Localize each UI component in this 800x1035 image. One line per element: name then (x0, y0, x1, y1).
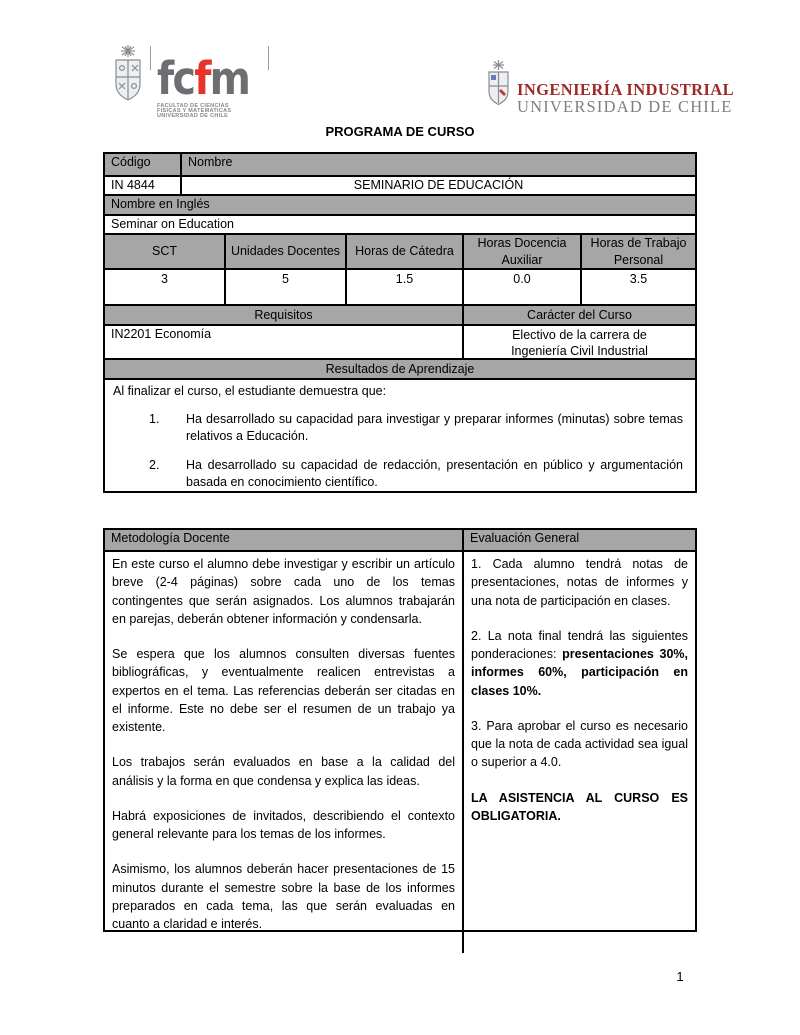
nombre-ingles-value: Seminar on Education (111, 217, 234, 231)
resultados-aprendizaje-header: Resultados de Aprendizaje (105, 360, 695, 378)
list-item-number: 1. (149, 411, 160, 426)
university-shield-icon (112, 44, 144, 119)
paragraph: Se espera que los alumnos consulten dive… (112, 647, 455, 734)
fcfm-wordmark: fcfm (157, 52, 251, 105)
codigo-value: IN 4844 (111, 178, 155, 192)
page-number: 1 (676, 969, 684, 984)
horas-catedra-value: 1.5 (345, 270, 462, 304)
caracter-curso-header: Carácter del Curso (462, 306, 695, 324)
page-title: PROGRAMA DE CURSO (325, 124, 475, 139)
caracter-line2: Ingeniería Civil Industrial (511, 344, 648, 358)
horas-trabajo-personal-header: Horas de Trabajo Personal (580, 235, 695, 268)
list-item-text: Ha desarrollado su capacidad para invest… (186, 411, 683, 443)
nombre-header: Nombre (180, 154, 695, 175)
list-item-text: Ha desarrollado su capacidad de redacció… (186, 457, 683, 489)
fcfm-logo: fcfm FACULTAD DE CIENCIAS FISICAS Y MATE… (112, 44, 269, 119)
codigo-header: Código (105, 154, 180, 175)
paragraph: Asimismo, los alumnos deberán hacer pres… (112, 862, 455, 931)
methodology-evaluation-table: Metodología Docente Evaluación General E… (103, 528, 697, 954)
course-info-table: Código Nombre IN 4844 SEMINARIO DE EDUCA… (103, 152, 697, 493)
horas-docencia-auxiliar-value: 0.0 (462, 270, 580, 304)
horas-docencia-auxiliar-header: Horas Docencia Auxiliar (462, 235, 580, 268)
nombre-ingles-header: Nombre en Inglés (105, 196, 695, 214)
fcfm-tagline: FACULTAD DE CIENCIAS FISICAS Y MATEMATIC… (157, 103, 232, 119)
sct-value: 3 (161, 272, 168, 286)
evaluacion-general-body: 1. Cada alumno tendrá notas de presentac… (462, 552, 695, 954)
paragraph: 1. Cada alumno tendrá notas de presentac… (471, 557, 688, 608)
requisitos-header: Requisitos (105, 306, 462, 324)
sct-header: SCT (105, 235, 224, 268)
university-shield-icon (486, 60, 511, 115)
unidades-docentes-header: Unidades Docentes (224, 235, 345, 268)
resultados-intro: Al finalizar el curso, el estudiante dem… (113, 384, 387, 398)
evaluacion-general-header: Evaluación General (462, 530, 695, 550)
paragraph: Habrá exposiciones de invitados, describ… (112, 808, 455, 841)
caracter-curso-value: Electivo de la carrera de Ingeniería Civ… (462, 326, 695, 358)
resultados-aprendizaje-body: Al finalizar el curso, el estudiante dem… (105, 378, 695, 505)
list-item-number: 2. (149, 457, 160, 472)
paragraph: Los trabajos serán evaluados en base a l… (112, 755, 455, 788)
requisitos-value: IN2201 Economía (111, 327, 212, 341)
ingenieria-industrial-logo: INGENIERÍA INDUSTRIAL UNIVERSIDAD DE CHI… (486, 60, 734, 115)
logo-divider (267, 46, 269, 70)
paragraph: En este curso el alumno debe investigar … (112, 557, 455, 626)
horas-trabajo-personal-value: 3.5 (580, 270, 695, 304)
nombre-value: SEMINARIO DE EDUCACIÓN (180, 177, 695, 194)
caracter-line1: Electivo de la carrera de (512, 328, 647, 342)
paragraph: LA ASISTENCIA AL CURSO ES OBLIGATORIA. (471, 790, 688, 823)
paragraph: 2. La nota final tendrá las siguientes p… (471, 628, 688, 698)
paragraph: 3. Para aprobar el curso es necesario qu… (471, 718, 688, 770)
list-item: 1. Ha desarrollado su capacidad para inv… (149, 411, 683, 445)
unidades-docentes-value: 5 (224, 270, 345, 304)
metodologia-docente-body: En este curso el alumno debe investigar … (105, 552, 462, 953)
horas-catedra-header: Horas de Cátedra (345, 235, 462, 268)
list-item: 2. Ha desarrollado su capacidad de redac… (149, 457, 683, 491)
ingenieria-industrial-wordmark: INGENIERÍA INDUSTRIAL UNIVERSIDAD DE CHI… (517, 80, 734, 116)
metodologia-docente-header: Metodología Docente (105, 530, 462, 550)
logo-divider (150, 46, 151, 70)
